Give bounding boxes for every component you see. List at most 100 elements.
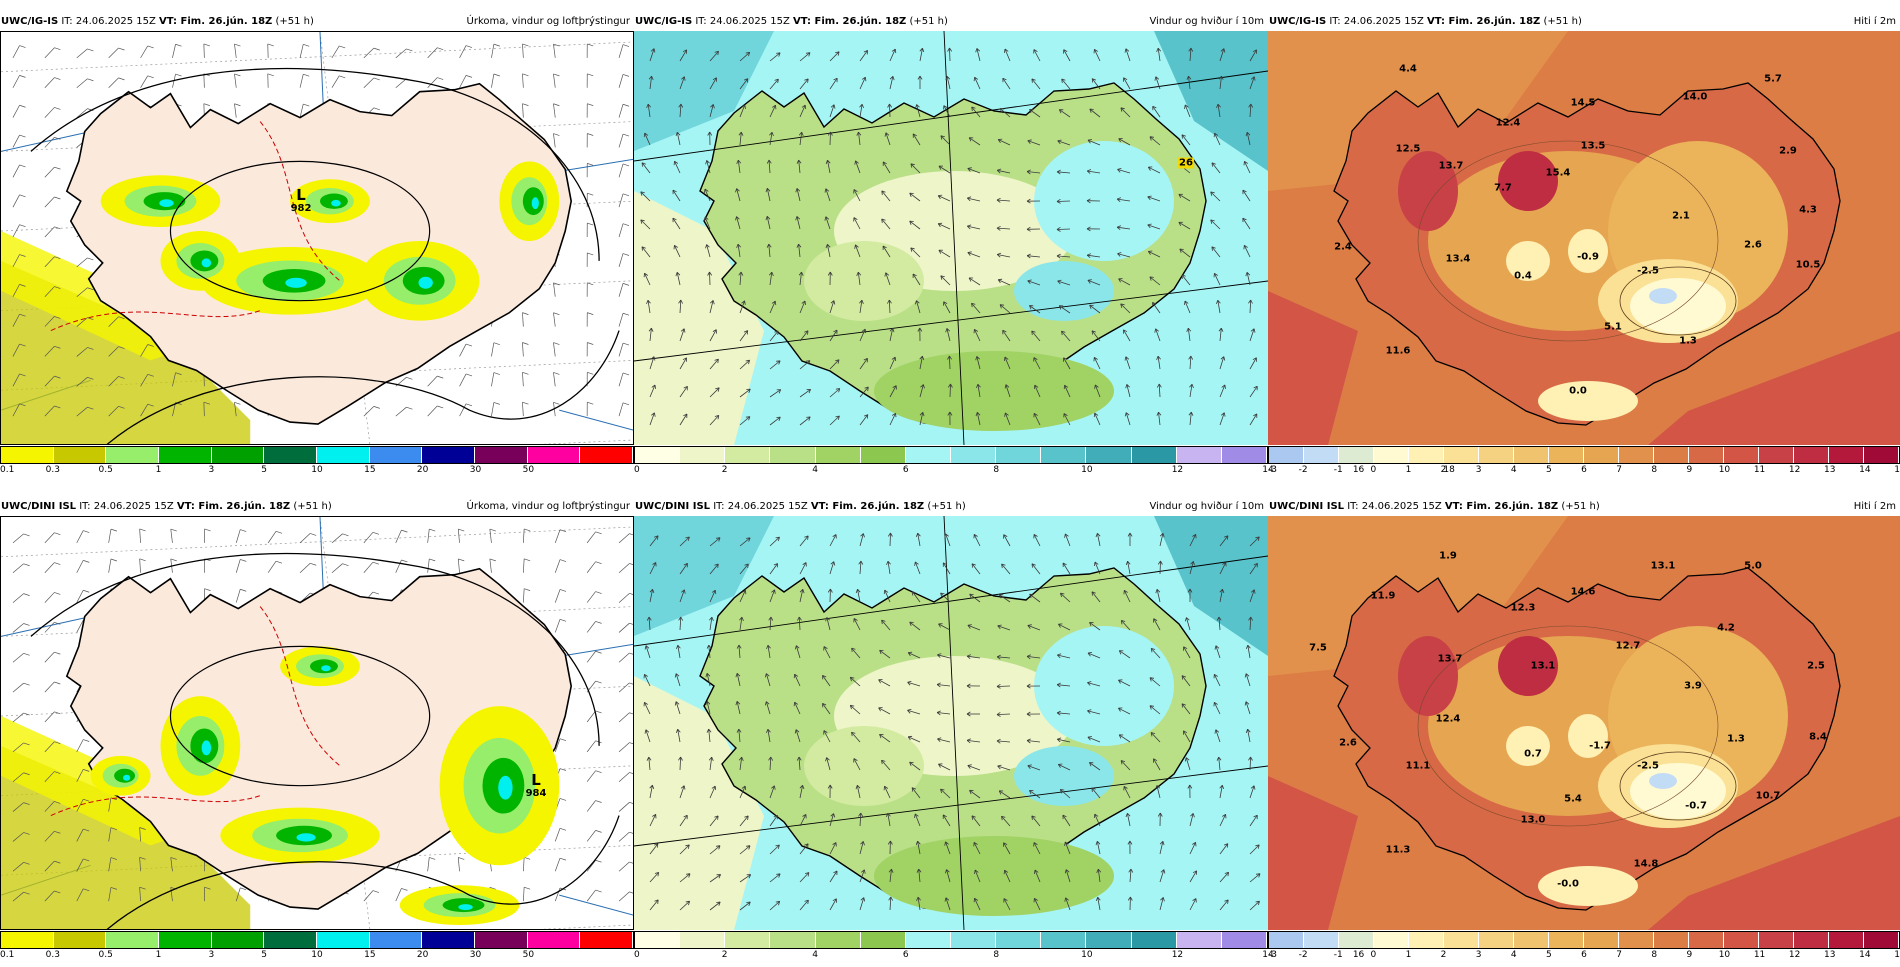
colorbar-swatch: [1619, 932, 1654, 948]
colorbar-tick-label: 1: [1406, 465, 1412, 475]
colorbar-tick-label: 15: [1894, 950, 1900, 960]
valid-time: VT: Fim. 26.jún. 18Z: [811, 501, 924, 512]
colorbar-tick-label: 0: [634, 950, 640, 960]
colorbar-swatch: [1339, 932, 1374, 948]
colorbar-swatch: [951, 447, 996, 463]
map-canvas[interactable]: 26: [634, 31, 1268, 445]
colorbar-tick-label: 10: [1081, 950, 1092, 960]
temp-value-label: 2.5: [1807, 661, 1825, 672]
lead-time: (+51 h): [924, 501, 966, 512]
map-canvas[interactable]: [634, 516, 1268, 930]
colorbar-tick-label: 10: [1719, 950, 1730, 960]
temp-value-label: 1.9: [1439, 551, 1457, 562]
map-graphic: [634, 31, 1268, 445]
colorbar-tick-label: 5: [1546, 465, 1552, 475]
panel-header: UWC/DINI ISL IT: 24.06.2025 15Z VT: Fim.…: [0, 497, 634, 516]
run-info: UWC/IG-IS IT: 24.06.2025 15Z VT: Fim. 26…: [635, 12, 948, 31]
temp-value-label: 11.9: [1371, 591, 1396, 602]
run-info: UWC/DINI ISL IT: 24.06.2025 15Z VT: Fim.…: [1, 497, 332, 516]
colorbar-swatch: [1086, 447, 1131, 463]
colorbar-swatch: [770, 447, 815, 463]
colorbar-swatch: [422, 932, 475, 948]
temp-value-label: -1.7: [1589, 741, 1611, 752]
colorbar: [634, 931, 1268, 949]
init-time: IT: 24.06.2025 15Z: [710, 501, 811, 512]
colorbar-swatch: [1444, 447, 1479, 463]
colorbar-tick-label: 15: [364, 950, 375, 960]
temp-cool-area: [1538, 866, 1638, 906]
colorbar: [0, 931, 634, 949]
temp-value-label: 13.7: [1438, 654, 1463, 665]
temp-value-label: 12.4: [1436, 714, 1461, 725]
temp-value-label: 14.0: [1683, 92, 1708, 103]
colorbar-tick-label: 4: [812, 950, 818, 960]
precip-area-intense: [498, 776, 512, 800]
wind-strong-area: [1034, 141, 1174, 261]
temp-value-label: 4.2: [1717, 623, 1735, 634]
colorbar-tick-label: 6: [903, 950, 909, 960]
colorbar-swatch: [1479, 932, 1514, 948]
init-time: IT: 24.06.2025 15Z: [692, 16, 793, 27]
temp-value-label: 0.4: [1514, 271, 1532, 282]
precip-area-intense: [532, 197, 539, 209]
temp-value-label: 11.6: [1386, 346, 1411, 357]
colorbar-swatch: [54, 932, 107, 948]
colorbar-swatch: [1409, 932, 1444, 948]
colorbar: [1268, 446, 1900, 464]
init-time: IT: 24.06.2025 15Z: [1326, 16, 1427, 27]
colorbar-swatch: [1584, 932, 1619, 948]
model-name: UWC/IG-IS: [1269, 16, 1326, 27]
colorbar-swatch: [1086, 932, 1131, 948]
temp-value-label: 11.3: [1386, 845, 1411, 856]
colorbar-tick-label: 0.1: [0, 465, 14, 475]
temp-value-label: 14.6: [1571, 587, 1596, 598]
lead-time: (+51 h): [1558, 501, 1600, 512]
colorbar-swatch: [317, 447, 370, 463]
colorbar-tick-label: 13: [1824, 465, 1835, 475]
colorbar-tick-label: 4: [812, 465, 818, 475]
colorbar-swatch: [1794, 447, 1829, 463]
run-info: UWC/IG-IS IT: 24.06.2025 15Z VT: Fim. 26…: [1, 12, 314, 31]
temp-value-label: 10.5: [1796, 260, 1821, 271]
colorbar-tick-label: 4: [1511, 465, 1517, 475]
colorbar-swatch: [996, 932, 1041, 948]
temp-hot-area: [1398, 636, 1458, 716]
temp-value-label: 12.5: [1396, 144, 1421, 155]
temp-value-label: 5.4: [1564, 794, 1582, 805]
colorbar-swatch: [1794, 932, 1829, 948]
colorbar-swatch: [1, 447, 54, 463]
temp-value-label: 2.1: [1672, 211, 1690, 222]
colorbar-tick-label: -2: [1299, 465, 1308, 475]
colorbar-tick-label: -1: [1334, 465, 1343, 475]
colorbar-tick-label: 20: [417, 950, 428, 960]
map-graphic: [634, 516, 1268, 930]
colorbar-tick-label: -3: [1268, 465, 1277, 475]
colorbar-swatch: [1, 932, 54, 948]
colorbar-tick-label: -3: [1268, 950, 1277, 960]
wind-light-area: [804, 241, 924, 321]
valid-time: VT: Fim. 26.jún. 18Z: [793, 16, 906, 27]
colorbar-tick-label: 3: [1476, 950, 1482, 960]
field-title: Vindur og hviður í 10m: [1149, 497, 1264, 516]
colorbar-swatch: [475, 447, 528, 463]
colorbar-swatch: [159, 447, 212, 463]
temp-value-label: 8.4: [1809, 732, 1827, 743]
colorbar-swatch: [264, 447, 317, 463]
wind-moderate-area: [874, 836, 1114, 916]
colorbar-swatch: [1549, 447, 1584, 463]
precip-area-intense: [296, 833, 315, 841]
colorbar-swatch: [106, 447, 159, 463]
colorbar-tick-label: 15: [1894, 465, 1900, 475]
model-name: UWC/IG-IS: [635, 16, 692, 27]
init-time: IT: 24.06.2025 15Z: [58, 16, 159, 27]
colorbar-tick-label: 6: [903, 465, 909, 475]
low-pressure-value: 984: [526, 787, 547, 801]
colorbar-swatch: [951, 932, 996, 948]
colorbar-swatch: [635, 932, 680, 948]
